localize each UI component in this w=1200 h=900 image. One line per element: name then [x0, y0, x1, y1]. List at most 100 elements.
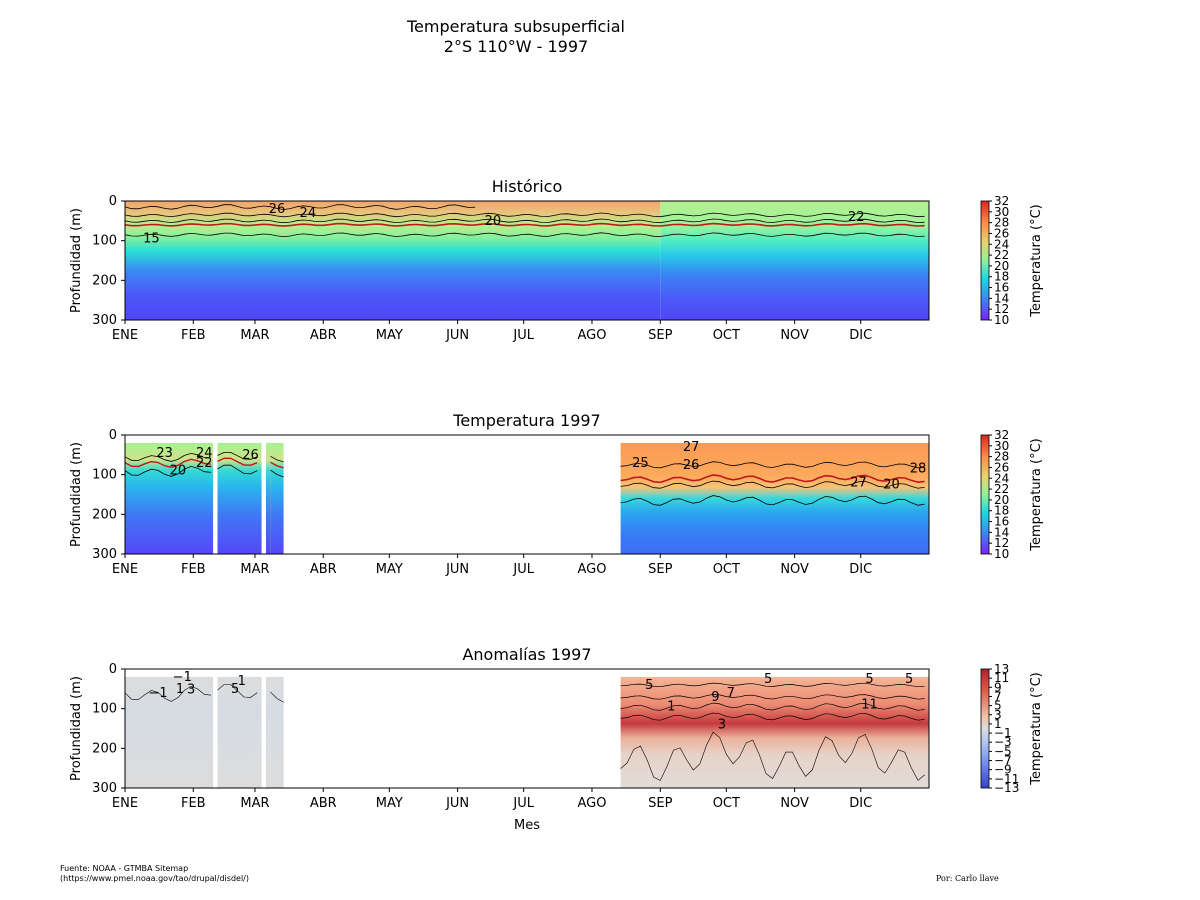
contour-label: 15: [143, 232, 160, 247]
contour-label: 27: [850, 476, 867, 491]
contour-label: 26: [269, 202, 286, 217]
x-tick-label: AGO: [577, 796, 606, 811]
y-tick-label: 100: [92, 702, 117, 717]
plot-frame: [124, 668, 930, 789]
contour-label: 1: [238, 674, 246, 689]
colorbar-tick-label: 10: [994, 313, 1009, 327]
x-tick-label: MAY: [376, 562, 403, 577]
panel-title: Anomalías 1997: [462, 645, 591, 664]
y-tick-label: 100: [92, 234, 117, 249]
contour-line: [124, 204, 476, 210]
contour-line: [620, 495, 925, 506]
contour-label: 22: [196, 456, 213, 471]
heatmap-fill: [125, 676, 214, 788]
colorbar-tick-label: 30: [994, 439, 1009, 453]
contour-label: 5: [905, 672, 913, 687]
colorbar-tick-label: 28: [994, 450, 1009, 464]
colorbar-tick-label: 16: [994, 515, 1009, 529]
heatmap-fill: [217, 676, 262, 788]
y-tick-label: 100: [92, 468, 117, 483]
y-tick-label: 300: [92, 547, 117, 562]
contour-line: [270, 455, 284, 463]
x-tick-label: MAY: [376, 796, 403, 811]
contour-line: [124, 685, 211, 702]
colorbar-tick-label: 9: [994, 680, 1002, 694]
source-line1: Fuente: NOAA - GTMBA Sitemap: [60, 864, 189, 873]
panel-title: Histórico: [492, 177, 562, 196]
contour-line: [620, 480, 925, 489]
colorbar-tick-label: 22: [994, 248, 1009, 262]
colorbar-tick-label: 26: [994, 226, 1009, 240]
contour-line: [124, 222, 925, 227]
contour-line: [620, 474, 925, 484]
colorbar-tick-label: −13: [994, 781, 1019, 795]
contour-label: 20: [883, 478, 900, 493]
y-tick-label: 0: [109, 194, 117, 209]
heatmap-fill: [620, 676, 929, 788]
contour-line: [620, 694, 925, 700]
x-tick-label: SEP: [648, 796, 672, 811]
colorbar-tick-label: 18: [994, 504, 1009, 518]
figure-title-line2: 2°S 110°W - 1997: [443, 37, 589, 56]
contour-label: −1: [173, 670, 192, 685]
contour-label: 28: [910, 462, 927, 477]
x-tick-label: NOV: [780, 328, 809, 343]
colorbar-tick-label: −5: [994, 744, 1012, 758]
x-tick-label: FEB: [181, 796, 206, 811]
figure-title-line1: Temperatura subsuperficial: [406, 17, 625, 36]
y-axis-label: Profundidad (m): [69, 442, 84, 547]
y-axis-label: Profundidad (m): [69, 676, 84, 781]
x-tick-label: DIC: [849, 328, 872, 343]
colorbar-tick-label: 30: [994, 205, 1009, 219]
colorbar-tick-label: 24: [994, 471, 1009, 485]
heatmap-fill: [265, 676, 271, 788]
x-tick-label: DIC: [849, 562, 872, 577]
colorbar: [980, 668, 990, 789]
contour-label: 5: [645, 678, 653, 693]
colorbar-tick-label: −1: [994, 726, 1012, 740]
contour-label: 3: [718, 718, 726, 733]
y-tick-label: 300: [92, 781, 117, 796]
y-tick-label: 200: [92, 273, 117, 288]
x-tick-label: AGO: [577, 562, 606, 577]
contour-line: [620, 731, 925, 781]
contour-label: 5: [231, 682, 239, 697]
y-tick-label: 200: [92, 741, 117, 756]
contour-label: 7: [727, 686, 735, 701]
contour-label: 26: [242, 448, 259, 463]
colorbar-tick-label: 20: [994, 493, 1009, 507]
contour-line: [124, 212, 925, 218]
colorbar-tick-label: −9: [994, 763, 1012, 777]
contour-line: [217, 452, 258, 460]
x-tick-label: MAR: [240, 562, 269, 577]
contour-line: [124, 465, 211, 477]
x-tick-label: FEB: [181, 562, 206, 577]
x-tick-label: MAY: [376, 328, 403, 343]
contour-label: 1: [176, 682, 184, 697]
y-tick-label: 0: [109, 428, 117, 443]
source-line2: (https://www.pmel.noaa.gov/tao/drupal/di…: [60, 874, 249, 883]
x-tick-label: SEP: [648, 562, 672, 577]
colorbar-tick-label: 32: [994, 194, 1009, 208]
x-tick-label: MAR: [240, 796, 269, 811]
colorbar-tick-label: 12: [994, 302, 1009, 316]
contour-label: 22: [848, 210, 865, 225]
plot-frame: [124, 200, 930, 321]
contour-line: [124, 452, 211, 462]
colorbar-tick-label: 26: [994, 460, 1009, 474]
colorbar-tick-label: 32: [994, 428, 1009, 442]
heatmap-fill: [265, 442, 271, 554]
x-tick-label: ENE: [112, 328, 138, 343]
heatmap-fill: [620, 442, 929, 554]
contour-label: 5: [865, 672, 873, 687]
colorbar-tick-label: 1: [994, 717, 1002, 731]
contour-label: −1: [148, 686, 167, 701]
author-credit: Por: Carlo llave: [936, 874, 999, 883]
x-tick-label: NOV: [780, 562, 809, 577]
x-tick-label: JUL: [512, 562, 534, 577]
contour-line: [217, 464, 258, 475]
y-axis-label: Profundidad (m): [69, 208, 84, 313]
contour-line: [270, 691, 284, 703]
colorbar-tick-label: −11: [994, 772, 1019, 786]
